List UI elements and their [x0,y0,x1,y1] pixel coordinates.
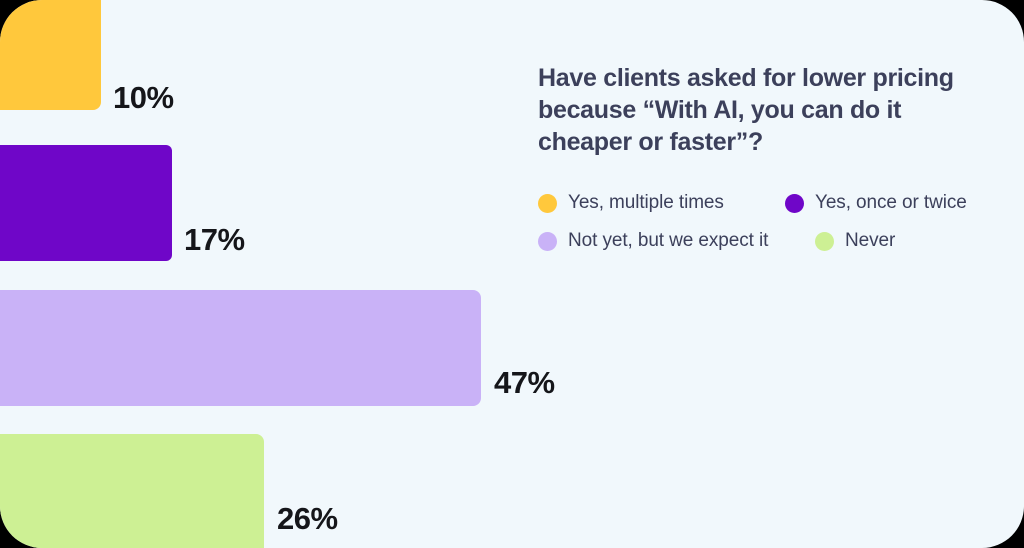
bar-not-yet-but-we-expect-it [0,290,481,406]
legend-item-label: Yes, multiple times [568,192,724,213]
bar-yes-multiple-times [0,0,101,110]
legend-swatch-icon [538,193,557,213]
legend-item-yes-multiple-times: Yes, multiple times [538,184,785,222]
chart-legend: Yes, multiple times Yes, once or twice N… [538,184,968,260]
bar-value-label: 26% [277,501,338,536]
legend-item-label: Not yet, but we expect it [568,230,769,251]
legend-swatch-icon [785,193,804,213]
bar-yes-once-or-twice [0,145,172,261]
bar-value-label: 17% [184,222,245,257]
bar-never [0,434,264,548]
legend-item-never: Never [815,222,968,260]
bar-value-label: 10% [113,80,174,115]
legend-swatch-icon [538,231,557,251]
legend-item-label: Yes, once or twice [815,192,967,213]
legend-item-label: Never [845,230,896,251]
chart-title: Have clients asked for lower pricing bec… [538,64,954,156]
legend-item-yes-once-or-twice: Yes, once or twice [785,184,968,222]
bar-value-label: 47% [494,365,555,400]
legend-item-not-yet-but-we-expect-it: Not yet, but we expect it [538,222,815,260]
legend-swatch-icon [815,231,834,251]
chart-info-panel: Have clients asked for lower pricing bec… [538,62,970,260]
